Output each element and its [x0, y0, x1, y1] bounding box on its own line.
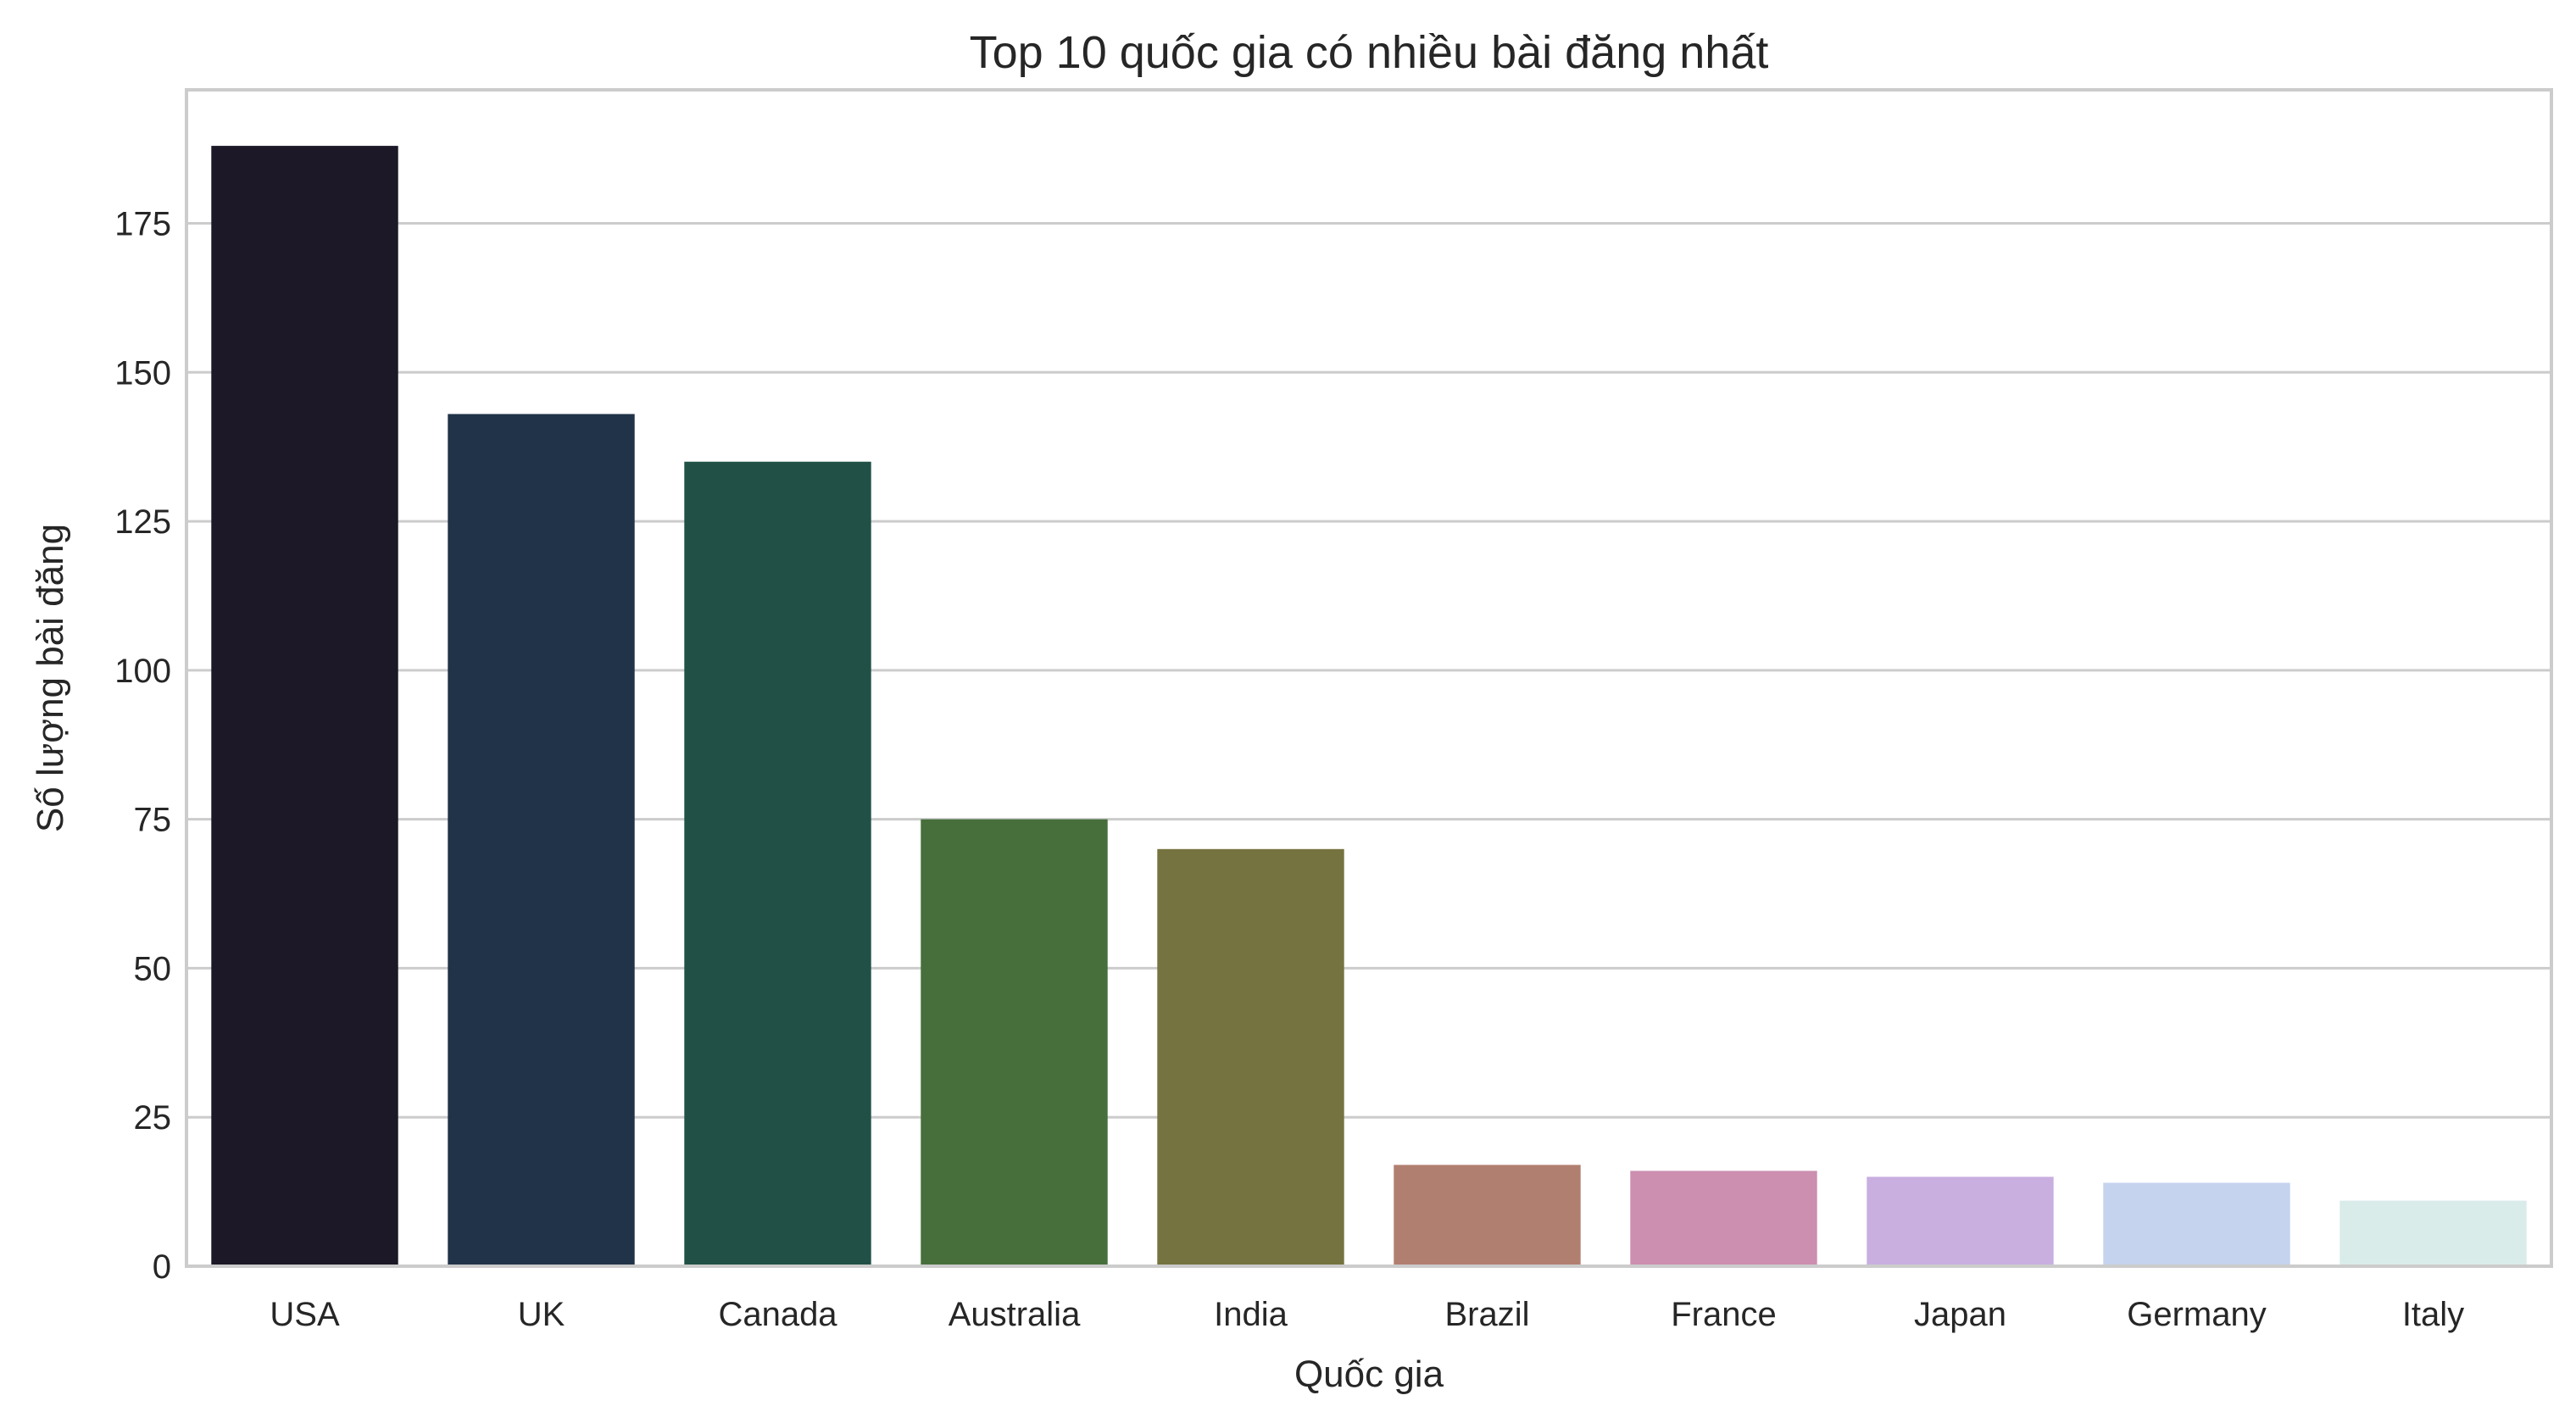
y-tick-label: 125 [114, 503, 171, 541]
plot-frame [185, 88, 2553, 1268]
bar-brazil [1394, 1165, 1581, 1266]
bar-france [1630, 1170, 1817, 1266]
y-tick-label: 75 [134, 802, 172, 839]
y-tick-labels: 0 25 50 75 100 125 150 175 [114, 206, 171, 1286]
bar-uk [448, 414, 635, 1266]
bar-canada [684, 461, 871, 1266]
bar-usa [211, 146, 398, 1267]
x-tick-label: France [1671, 1296, 1777, 1333]
y-tick-label: 175 [114, 206, 171, 243]
x-tick-label: Japan [1914, 1296, 2006, 1333]
y-tick-label: 50 [134, 950, 172, 987]
x-tick-label: Brazil [1444, 1296, 1529, 1333]
y-tick-label: 25 [134, 1099, 172, 1137]
x-tick-label: USA [270, 1296, 340, 1333]
x-tick-labels: USA UK Canada Australia India Brazil France Jap… [270, 1296, 2464, 1333]
x-tick-label: Canada [718, 1296, 837, 1333]
x-tick-label: Germany [2127, 1296, 2267, 1333]
y-axis-label: Số lượng bài đăng [30, 524, 71, 832]
bars [211, 146, 2527, 1267]
x-tick-label: UK [518, 1296, 565, 1333]
x-tick-label: Italy [2402, 1296, 2464, 1333]
y-tick-label: 150 [114, 354, 171, 392]
bar-japan [1867, 1176, 2054, 1266]
chart-title: Top 10 quốc gia có nhiều bài đăng nhất [970, 27, 1769, 78]
bar-australia [921, 819, 1108, 1266]
x-axis-label: Quốc gia [1294, 1354, 1444, 1395]
x-tick-label: Australia [949, 1296, 1081, 1333]
y-tick-label: 0 [153, 1248, 171, 1286]
bar-germany [2103, 1182, 2290, 1266]
bar-italy [2340, 1200, 2527, 1266]
y-tick-label: 100 [114, 653, 171, 690]
bar-india [1157, 848, 1344, 1266]
x-tick-label: India [1214, 1296, 1288, 1333]
